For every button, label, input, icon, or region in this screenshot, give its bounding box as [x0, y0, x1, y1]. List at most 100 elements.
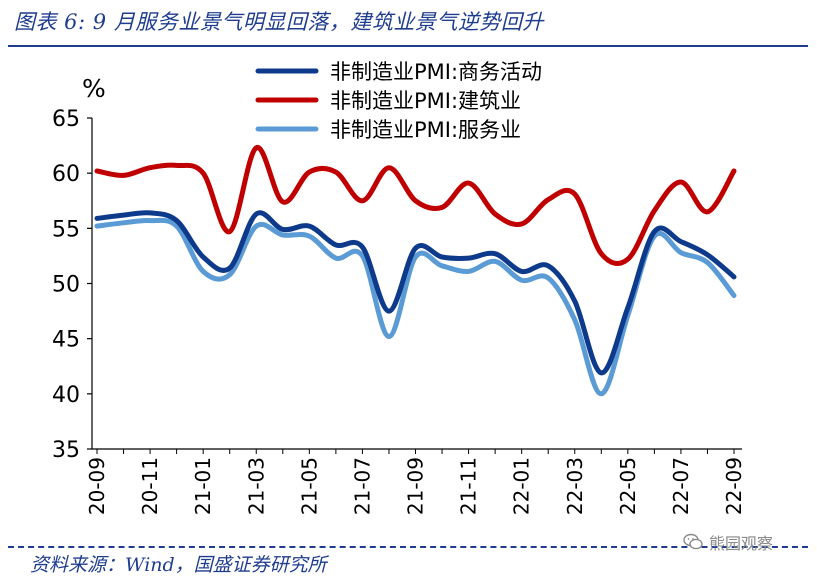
data-point-services	[678, 250, 683, 255]
x-tick-label: 21-05	[297, 457, 321, 515]
data-point-services	[546, 275, 551, 280]
watermark: 熊园观察	[683, 530, 773, 554]
data-point-services	[280, 232, 285, 237]
data-point-commercial	[732, 274, 737, 279]
data-point-services	[519, 278, 524, 283]
data-point-construction	[333, 170, 338, 175]
data-point-construction	[413, 198, 418, 203]
data-point-construction	[599, 251, 604, 256]
data-point-construction	[625, 257, 630, 262]
data-point-services	[227, 272, 232, 277]
x-tick-label: 21-09	[404, 457, 428, 515]
legend-label-commercial: 非制造业PMI:商务活动	[330, 60, 542, 84]
data-point-construction	[174, 163, 179, 168]
data-point-construction	[148, 165, 153, 170]
chart-title: 图表 6: 9 月服务业景气明显回落，建筑业景气逆势回升	[14, 10, 544, 34]
y-unit-label: %	[82, 74, 106, 103]
data-point-construction	[493, 211, 498, 216]
data-point-commercial	[652, 229, 657, 234]
data-point-services	[121, 220, 126, 225]
data-point-commercial	[95, 216, 100, 221]
data-point-commercial	[386, 309, 391, 314]
data-point-commercial	[440, 255, 445, 260]
data-point-construction	[254, 145, 259, 150]
data-point-commercial	[254, 211, 259, 216]
data-point-commercial	[466, 256, 471, 261]
y-tick-label: 45	[52, 328, 80, 353]
x-tick-label: 21-07	[350, 457, 374, 515]
data-point-services	[705, 260, 710, 265]
data-point-services	[599, 391, 604, 396]
y-tick-label: 60	[52, 162, 80, 187]
x-tick-label: 21-03	[244, 457, 268, 515]
data-point-services	[95, 224, 100, 229]
data-point-commercial	[493, 251, 498, 256]
x-tick-label: 20-11	[138, 457, 162, 515]
x-tick-label: 21-11	[457, 457, 481, 515]
data-point-services	[732, 293, 737, 298]
y-tick-label: 35	[52, 438, 80, 463]
legend-label-construction: 非制造业PMI:建筑业	[330, 89, 521, 113]
data-point-construction	[280, 199, 285, 204]
data-point-construction	[705, 209, 710, 214]
data-point-construction	[466, 181, 471, 186]
x-tick-label: 22-01	[510, 457, 534, 515]
data-point-construction	[572, 192, 577, 197]
data-point-construction	[227, 229, 232, 234]
data-point-commercial	[280, 227, 285, 232]
data-point-services	[201, 269, 206, 274]
data-point-commercial	[121, 213, 126, 218]
data-point-construction	[201, 171, 206, 176]
x-tick-label: 22-03	[563, 457, 587, 515]
data-point-construction	[732, 168, 737, 173]
title-divider	[8, 45, 808, 47]
data-point-construction	[546, 197, 551, 202]
data-point-commercial	[360, 245, 365, 250]
data-point-services	[493, 259, 498, 264]
data-point-commercial	[227, 266, 232, 271]
data-point-commercial	[519, 269, 524, 274]
series-line-services	[94, 217, 737, 397]
data-point-services	[254, 224, 259, 229]
y-tick-label: 50	[52, 273, 80, 298]
source-divider	[8, 546, 808, 548]
data-point-commercial	[705, 252, 710, 257]
data-point-commercial	[546, 263, 551, 268]
data-point-construction	[386, 165, 391, 170]
series-line-commercial	[94, 210, 737, 376]
y-tick-label: 65	[52, 107, 80, 132]
data-point-commercial	[678, 239, 683, 244]
y-tick-label: 55	[52, 217, 80, 242]
series-layer	[94, 145, 737, 397]
data-point-services	[386, 334, 391, 339]
data-point-commercial	[307, 224, 312, 229]
x-tick-label: 22-07	[669, 457, 693, 515]
legend-label-services: 非制造业PMI:服务业	[330, 118, 521, 142]
data-point-services	[440, 263, 445, 268]
data-point-construction	[519, 221, 524, 226]
data-point-commercial	[333, 242, 338, 247]
source-note: 资料来源：Wind，国盛证券研究所	[30, 554, 327, 576]
data-point-services	[333, 256, 338, 261]
x-tick-label: 21-01	[191, 457, 215, 515]
data-point-commercial	[599, 370, 604, 375]
data-point-construction	[360, 198, 365, 203]
data-point-services	[572, 317, 577, 322]
data-point-commercial	[201, 255, 206, 260]
x-tick-label: 22-05	[616, 457, 640, 515]
data-point-construction	[95, 168, 100, 173]
data-point-commercial	[572, 299, 577, 304]
wechat-icon	[683, 533, 703, 550]
data-point-construction	[307, 170, 312, 175]
data-point-commercial	[148, 210, 153, 215]
data-point-construction	[121, 173, 126, 178]
chart-axes: 35 40 45 50 55 60 65% 20-09 20-11 21-01 21-03 21-05…	[52, 74, 746, 515]
data-point-services	[307, 234, 312, 239]
data-point-services	[466, 269, 471, 274]
x-tick-label: 20-09	[85, 457, 109, 515]
watermark-text: 熊园观察	[709, 534, 774, 553]
data-point-services	[148, 218, 153, 223]
series-line-construction	[94, 145, 737, 266]
data-point-commercial	[413, 246, 418, 251]
